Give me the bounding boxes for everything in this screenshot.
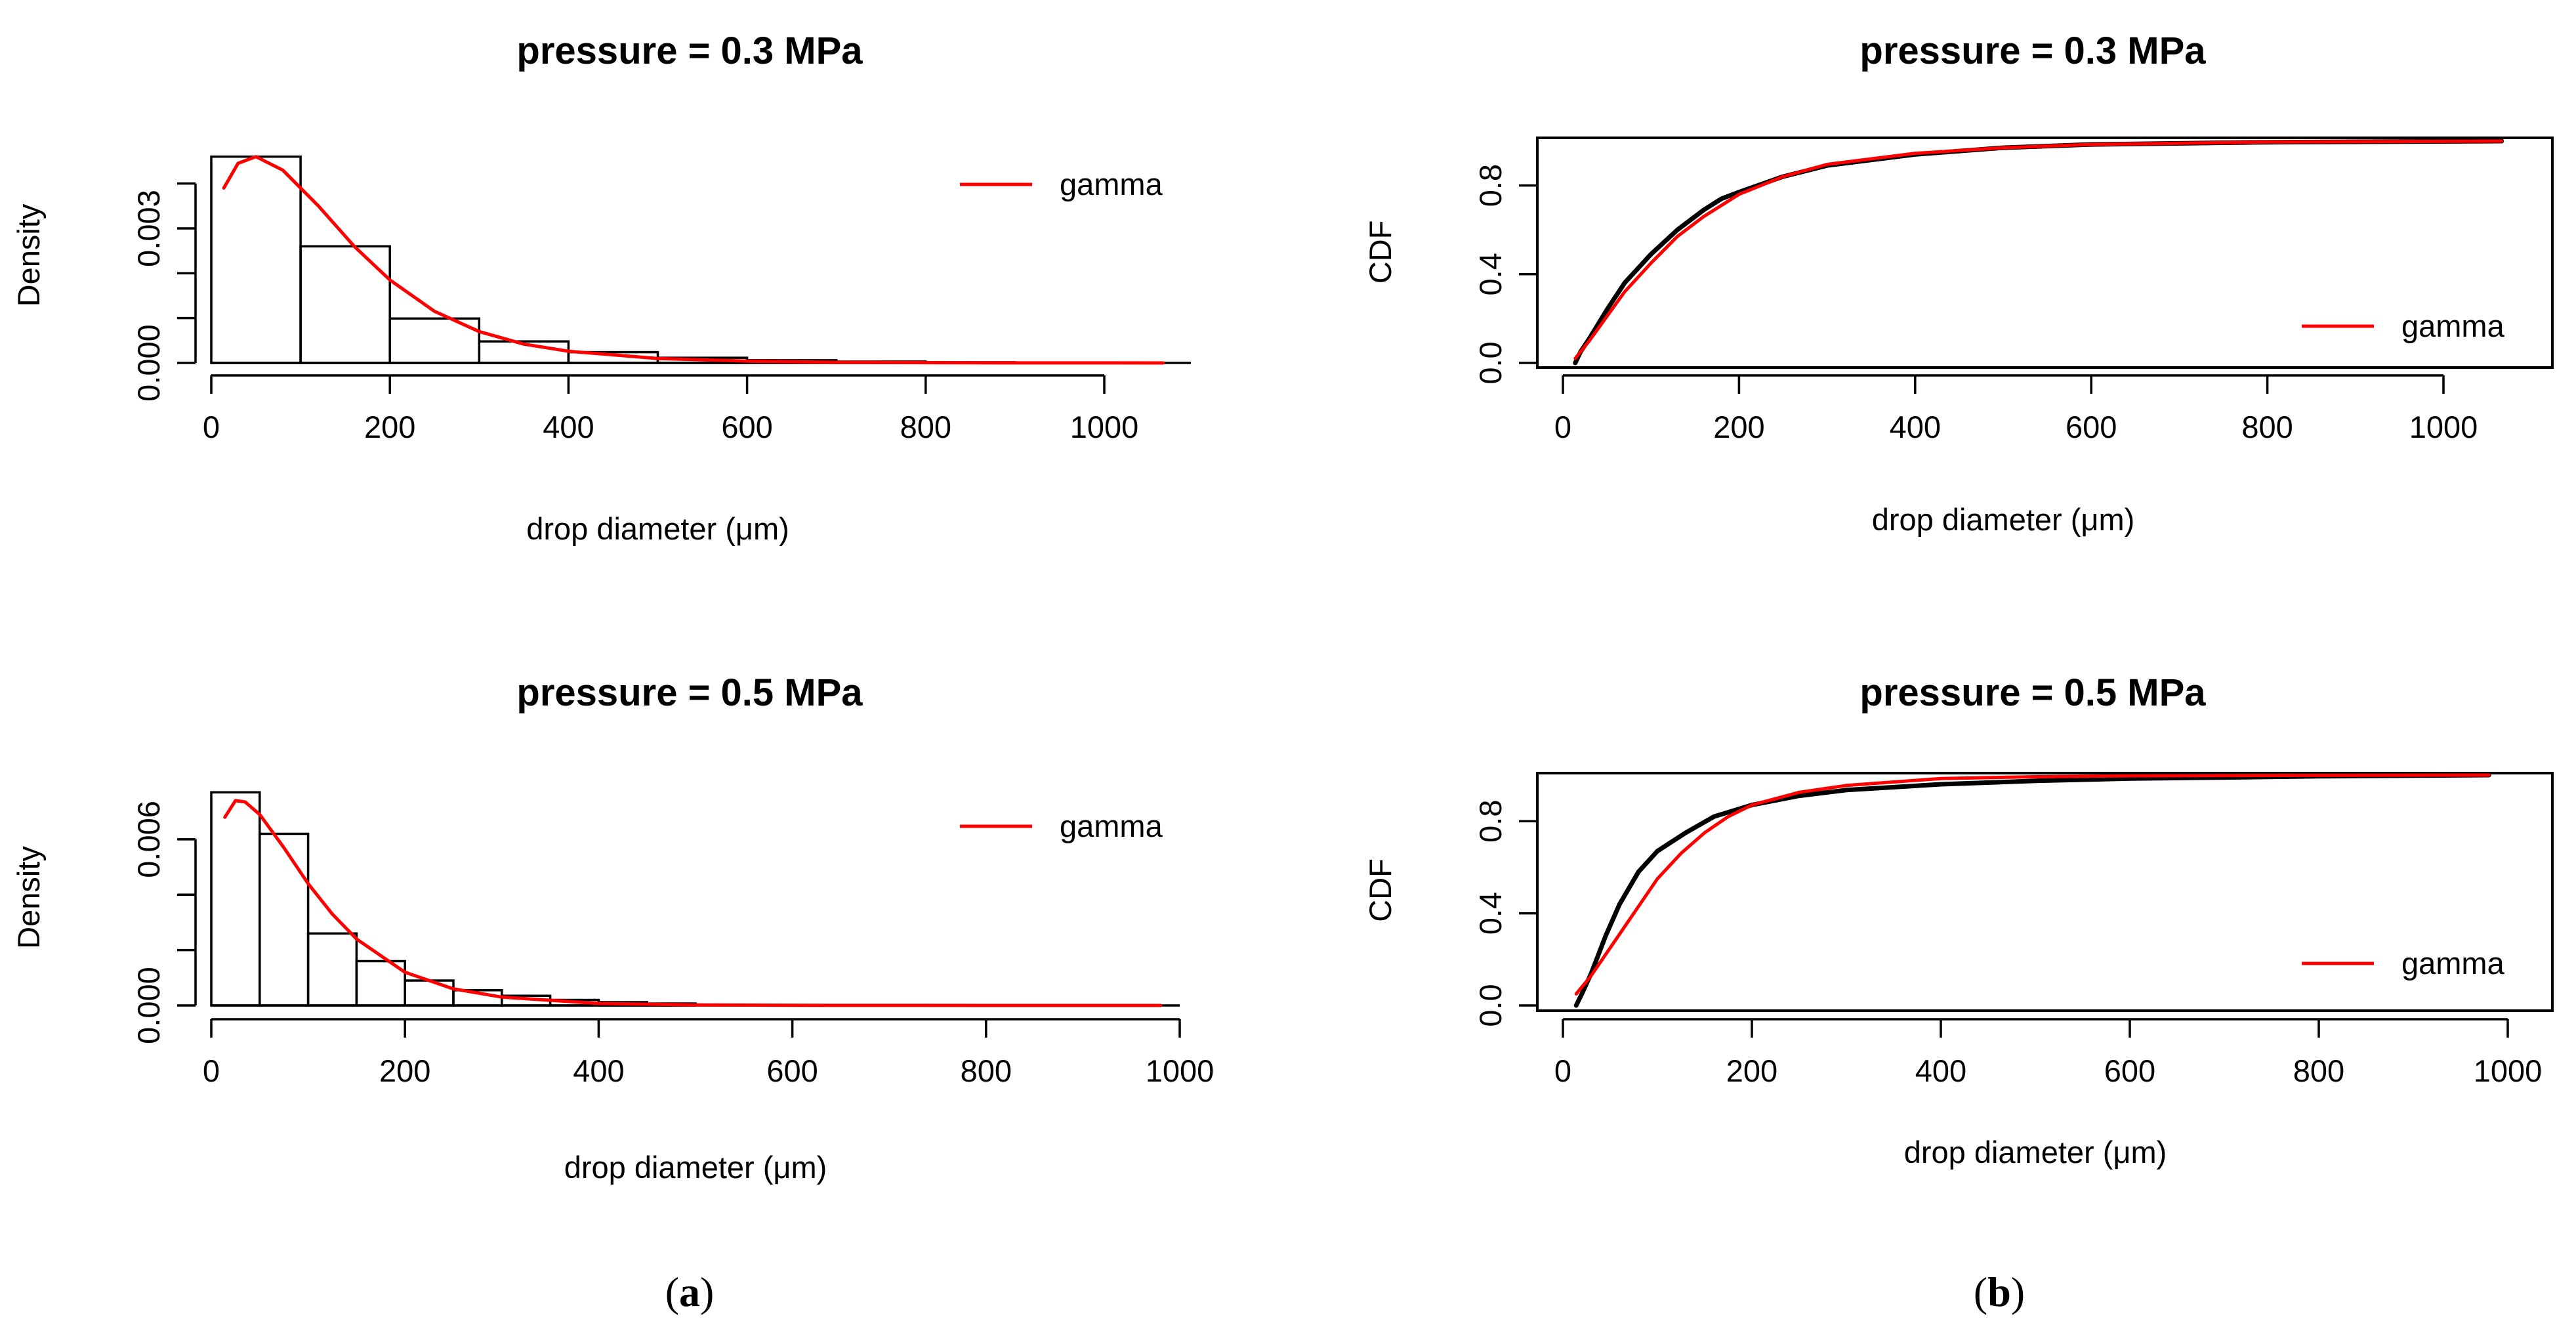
legend-label-gamma: gamma: [1060, 167, 1163, 201]
x-tick-label: 400: [1890, 410, 1941, 444]
series-line-gamma: [222, 155, 1165, 365]
y-tick-label: 0.4: [1473, 253, 1508, 295]
y-tick-label: 0.0: [1473, 984, 1508, 1026]
y-axis-title: Density: [11, 846, 46, 949]
x-axis-title: drop diameter (μm): [564, 1150, 827, 1185]
x-tick-label: 0: [203, 410, 220, 444]
x-tick-label: 200: [1713, 410, 1764, 444]
chart-title: pressure = 0.3 MPa: [1859, 30, 2206, 72]
x-tick-label: 600: [2104, 1053, 2155, 1088]
x-tick-label: 0: [1554, 410, 1571, 444]
panel-label-b-letter: b: [1987, 1269, 2011, 1315]
chart-hist-05: pressure = 0.5 MPa 0 200 400 600 800 1000 drop …: [11, 671, 1214, 1185]
series-line-gamma: [1574, 773, 2491, 996]
y-tick-label: 0.0: [1473, 341, 1508, 384]
x-tick-label: 1000: [1070, 410, 1139, 444]
panel-label-b: (b): [1974, 1269, 2025, 1315]
y-tick-label: 0.4: [1473, 892, 1508, 935]
x-axis-title: drop diameter (μm): [1872, 502, 2135, 537]
x-tick-label: 200: [364, 410, 415, 444]
x-tick-label: 0: [1554, 1053, 1571, 1088]
x-tick-label: 1000: [2409, 410, 2478, 444]
y-tick-label: 0.006: [131, 801, 166, 878]
x-tick-label: 400: [543, 410, 594, 444]
x-tick-label: 1000: [1146, 1053, 1215, 1088]
x-tick-label: 1000: [2474, 1053, 2543, 1088]
x-tick-label: 800: [2293, 1053, 2344, 1088]
chart-title: pressure = 0.5 MPa: [516, 671, 863, 714]
chart-cdf-05: pressure = 0.5 MPa 0 200 400 600 800 1000 drop …: [1363, 671, 2554, 1170]
x-axis-title: drop diameter (μm): [1904, 1135, 2167, 1170]
legend-label-gamma: gamma: [1060, 809, 1163, 843]
y-tick-label: 0.000: [131, 324, 166, 402]
y-axis-title: CDF: [1363, 221, 1398, 284]
panel-label-a: (a): [665, 1269, 715, 1315]
x-axis-title: drop diameter (μm): [526, 511, 789, 546]
legend-label-gamma: gamma: [2401, 946, 2505, 981]
x-tick-label: 600: [2066, 410, 2117, 444]
x-tick-label: 0: [203, 1053, 220, 1088]
x-tick-label: 200: [379, 1053, 430, 1088]
x-tick-label: 800: [900, 410, 951, 444]
series-line-gamma: [1573, 139, 2504, 360]
x-tick-label: 400: [1915, 1053, 1966, 1088]
y-tick-label: 0.8: [1473, 800, 1508, 843]
chart-cdf-03: pressure = 0.3 MPa 0 200 400 600 800 1000 drop …: [1363, 30, 2554, 537]
panel-label-a-letter: a: [679, 1269, 700, 1315]
y-tick-label: 0.003: [131, 190, 166, 267]
x-tick-label: 800: [961, 1053, 1012, 1088]
x-tick-label: 200: [1726, 1053, 1777, 1088]
legend-label-gamma: gamma: [2401, 308, 2505, 343]
x-tick-label: 600: [766, 1053, 818, 1088]
y-axis-title: CDF: [1363, 858, 1398, 922]
chart-title: pressure = 0.5 MPa: [1859, 671, 2206, 714]
y-axis-title: Density: [11, 203, 46, 306]
chart-title: pressure = 0.3 MPa: [516, 30, 863, 72]
x-tick-label: 800: [2241, 410, 2293, 444]
series-line-empirical: [1573, 772, 2491, 1008]
x-tick-label: 600: [721, 410, 772, 444]
x-tick-label: 400: [573, 1053, 624, 1088]
series-line-gamma: [223, 799, 1162, 1007]
y-tick-label: 0.8: [1473, 164, 1508, 207]
chart-hist-03: pressure = 0.3 MPa 0 200 400 600 800 1000 drop …: [11, 30, 1191, 546]
y-tick-label: 0.000: [131, 967, 166, 1044]
